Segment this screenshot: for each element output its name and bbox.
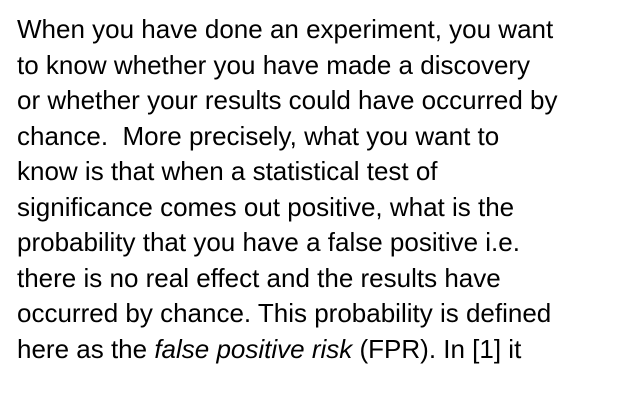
text-line-4: chance. More precisely, what you want to: [17, 120, 500, 151]
text-line-5: know is that when a statistical test of: [17, 156, 438, 186]
text-line-1: When you have done an experiment, you wa…: [17, 14, 554, 44]
body-paragraph: When you have done an experiment, you wa…: [17, 12, 637, 367]
text-line-9: occurred by chance. This probability is …: [17, 298, 552, 328]
text-line-3: or whether your results could have occur…: [17, 85, 558, 115]
text-line-2: to know whether you have made a discover…: [17, 49, 531, 80]
false-positive-risk-term: false positive risk: [154, 333, 353, 364]
text-line-10-start: here as the: [17, 333, 155, 364]
text-line-7: probability that you have a false positi…: [17, 227, 520, 257]
text-line-8: there is no real effect and the results …: [17, 262, 501, 293]
text-line-10-end: (FPR). In [1] it: [352, 333, 522, 364]
text-line-6: significance comes out positive, what is…: [17, 191, 515, 222]
text-line-10: here as the false positive risk (FPR). I…: [17, 332, 637, 368]
